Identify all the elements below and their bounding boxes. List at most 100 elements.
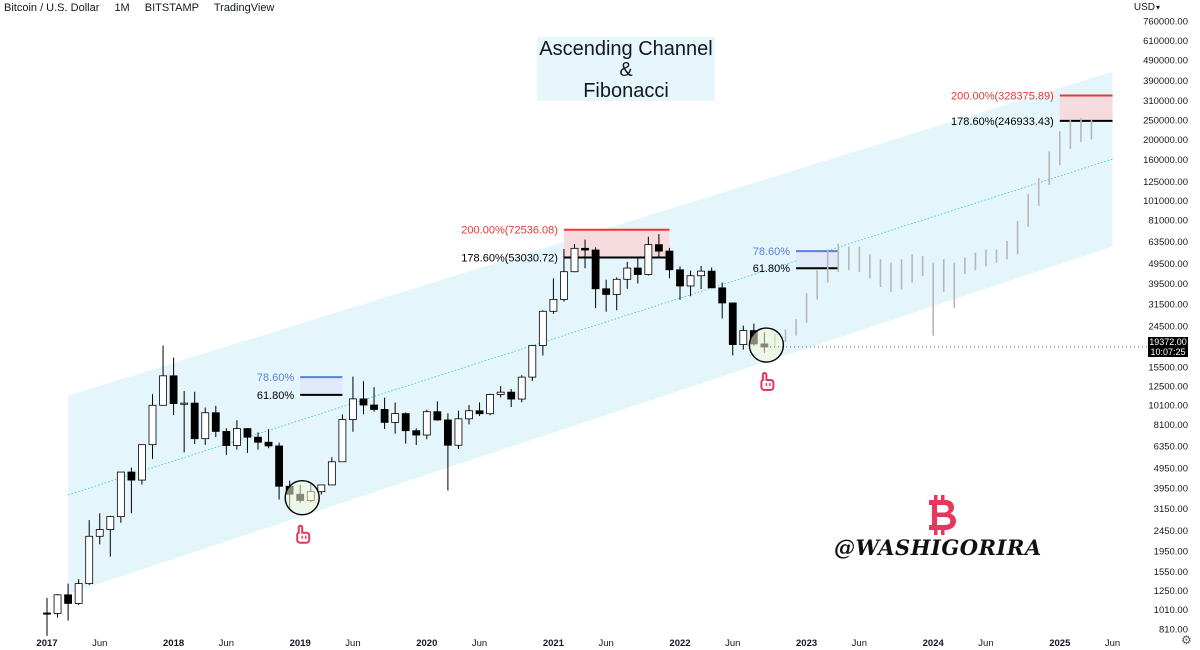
bottom-circle-marker xyxy=(748,327,785,363)
x-tick-label: 2025 xyxy=(1049,638,1071,649)
fib-zone-1 xyxy=(563,229,670,258)
y-tick-label: 24500.00 xyxy=(1148,322,1188,333)
x-tick-label: 2024 xyxy=(923,638,945,649)
last-price-tag: 19372.00 10:07:25 xyxy=(1148,336,1188,357)
candle-body-11 xyxy=(159,375,167,406)
y-tick-label: 4950.00 xyxy=(1154,464,1188,475)
fib-label-2-1: 61.80% xyxy=(753,263,791,275)
exchange-label: BITSTAMP xyxy=(144,2,199,14)
candle-body-40 xyxy=(465,410,473,420)
symbol-name[interactable]: Bitcoin / U.S. Dollar xyxy=(4,2,100,14)
chevron-down-icon: ▾ xyxy=(1155,3,1160,12)
x-tick-label: Jun xyxy=(598,638,613,649)
candle-body-66 xyxy=(739,330,748,345)
x-tick-label: Jun xyxy=(1105,638,1120,649)
candle-body-32 xyxy=(380,409,389,423)
candle-body-44 xyxy=(507,391,516,400)
candle-body-36 xyxy=(422,411,431,436)
candle-body-1 xyxy=(53,594,62,614)
candle-body-59 xyxy=(665,250,674,271)
candle-body-57 xyxy=(644,244,653,275)
candle-body-30 xyxy=(359,398,368,406)
y-tick-label: 3950.00 xyxy=(1154,484,1188,495)
candle-body-21 xyxy=(264,441,273,447)
chart-header: Bitcoin / U.S. Dollar 1M BITSTAMP Tradin… xyxy=(4,2,286,14)
candle-body-51 xyxy=(581,247,589,251)
currency-selector[interactable]: USD▾ xyxy=(1134,2,1160,13)
chart-title-line-3: Fibonacci xyxy=(583,80,669,102)
candle-body-37 xyxy=(433,411,442,421)
candle-body-3 xyxy=(74,583,83,604)
y-tick-label: 15500.00 xyxy=(1148,362,1188,373)
y-tick-label: 1250.00 xyxy=(1154,586,1188,597)
x-tick-label: 2018 xyxy=(163,638,184,649)
candle-body-29 xyxy=(349,398,357,420)
fib-label-3-0: 200.00%(328375.89) xyxy=(951,91,1054,103)
x-tick-label: 2017 xyxy=(36,638,57,649)
candle-body-39 xyxy=(454,418,463,446)
fib-zone-2 xyxy=(796,251,839,269)
author-watermark: @WASHIGORIRA xyxy=(834,535,1042,560)
candle-body-46 xyxy=(528,345,537,378)
y-tick-label: 1550.00 xyxy=(1154,567,1188,578)
candle-body-16 xyxy=(211,412,220,432)
y-tick-label: 610000.00 xyxy=(1143,36,1188,47)
candle-body-42 xyxy=(486,394,495,415)
chart-title-line-1: Ascending Channel xyxy=(539,38,713,60)
candle-body-7 xyxy=(116,471,125,518)
candle-body-60 xyxy=(676,269,684,287)
candle-body-6 xyxy=(106,516,115,530)
y-tick-label: 1010.00 xyxy=(1154,605,1188,616)
candle-body-53 xyxy=(602,288,611,295)
candle-body-47 xyxy=(538,310,547,346)
candle-body-43 xyxy=(496,391,505,395)
y-tick-label: 250000.00 xyxy=(1143,115,1188,126)
y-tick-label: 49500.00 xyxy=(1148,259,1188,270)
x-tick-label: Jun xyxy=(219,638,234,649)
candle-body-33 xyxy=(391,413,400,423)
candle-body-34 xyxy=(401,413,410,432)
fib-zone-3 xyxy=(1059,95,1113,121)
x-tick-label: 2020 xyxy=(416,638,437,649)
y-tick-label: 39500.00 xyxy=(1148,279,1188,290)
fib-label-1-1: 178.60%(53030.72) xyxy=(461,253,558,265)
settings-gear-icon[interactable]: ⚙ xyxy=(1181,633,1192,647)
x-tick-label: Jun xyxy=(852,638,867,649)
candle-body-2 xyxy=(64,594,72,604)
x-tick-label: 2021 xyxy=(543,638,565,649)
candle-body-18 xyxy=(232,428,241,446)
candle-body-27 xyxy=(327,461,336,486)
candle-body-64 xyxy=(718,287,727,304)
candle-body-4 xyxy=(85,535,94,585)
y-tick-label: 8100.00 xyxy=(1154,420,1188,431)
candle-body-49 xyxy=(560,271,568,300)
provider-label: TradingView xyxy=(213,2,275,14)
candle-body-35 xyxy=(412,430,421,436)
candle-body-62 xyxy=(697,270,705,277)
y-tick-label: 3150.00 xyxy=(1154,504,1188,515)
candle-body-38 xyxy=(443,419,452,446)
y-tick-label: 200000.00 xyxy=(1143,135,1188,146)
last-price-value: 19372.00 xyxy=(1149,336,1187,347)
currency-label: USD xyxy=(1133,2,1155,13)
candle-body-56 xyxy=(633,267,642,275)
candle-body-45 xyxy=(517,376,526,400)
x-tick-label: 2019 xyxy=(290,638,311,649)
interval-label[interactable]: 1M xyxy=(114,2,130,14)
candle-body-15 xyxy=(201,412,210,440)
x-tick-label: Jun xyxy=(978,638,993,649)
candle-body-22 xyxy=(275,445,284,487)
y-tick-label: 810.00 xyxy=(1159,625,1188,636)
fib-zone-0 xyxy=(300,377,343,395)
y-tick-label: 760000.00 xyxy=(1143,17,1188,28)
y-tick-label: 10100.00 xyxy=(1148,400,1188,411)
fib-label-3-1: 178.60%(246933.43) xyxy=(951,116,1054,128)
candle-body-17 xyxy=(222,431,231,446)
y-tick-label: 125000.00 xyxy=(1143,177,1188,188)
x-tick-label: Jun xyxy=(92,638,107,649)
chart-title-line-2: & xyxy=(619,59,633,81)
candle-body-65 xyxy=(728,302,737,345)
y-tick-label: 1950.00 xyxy=(1154,546,1188,557)
candle-body-5 xyxy=(95,529,104,537)
